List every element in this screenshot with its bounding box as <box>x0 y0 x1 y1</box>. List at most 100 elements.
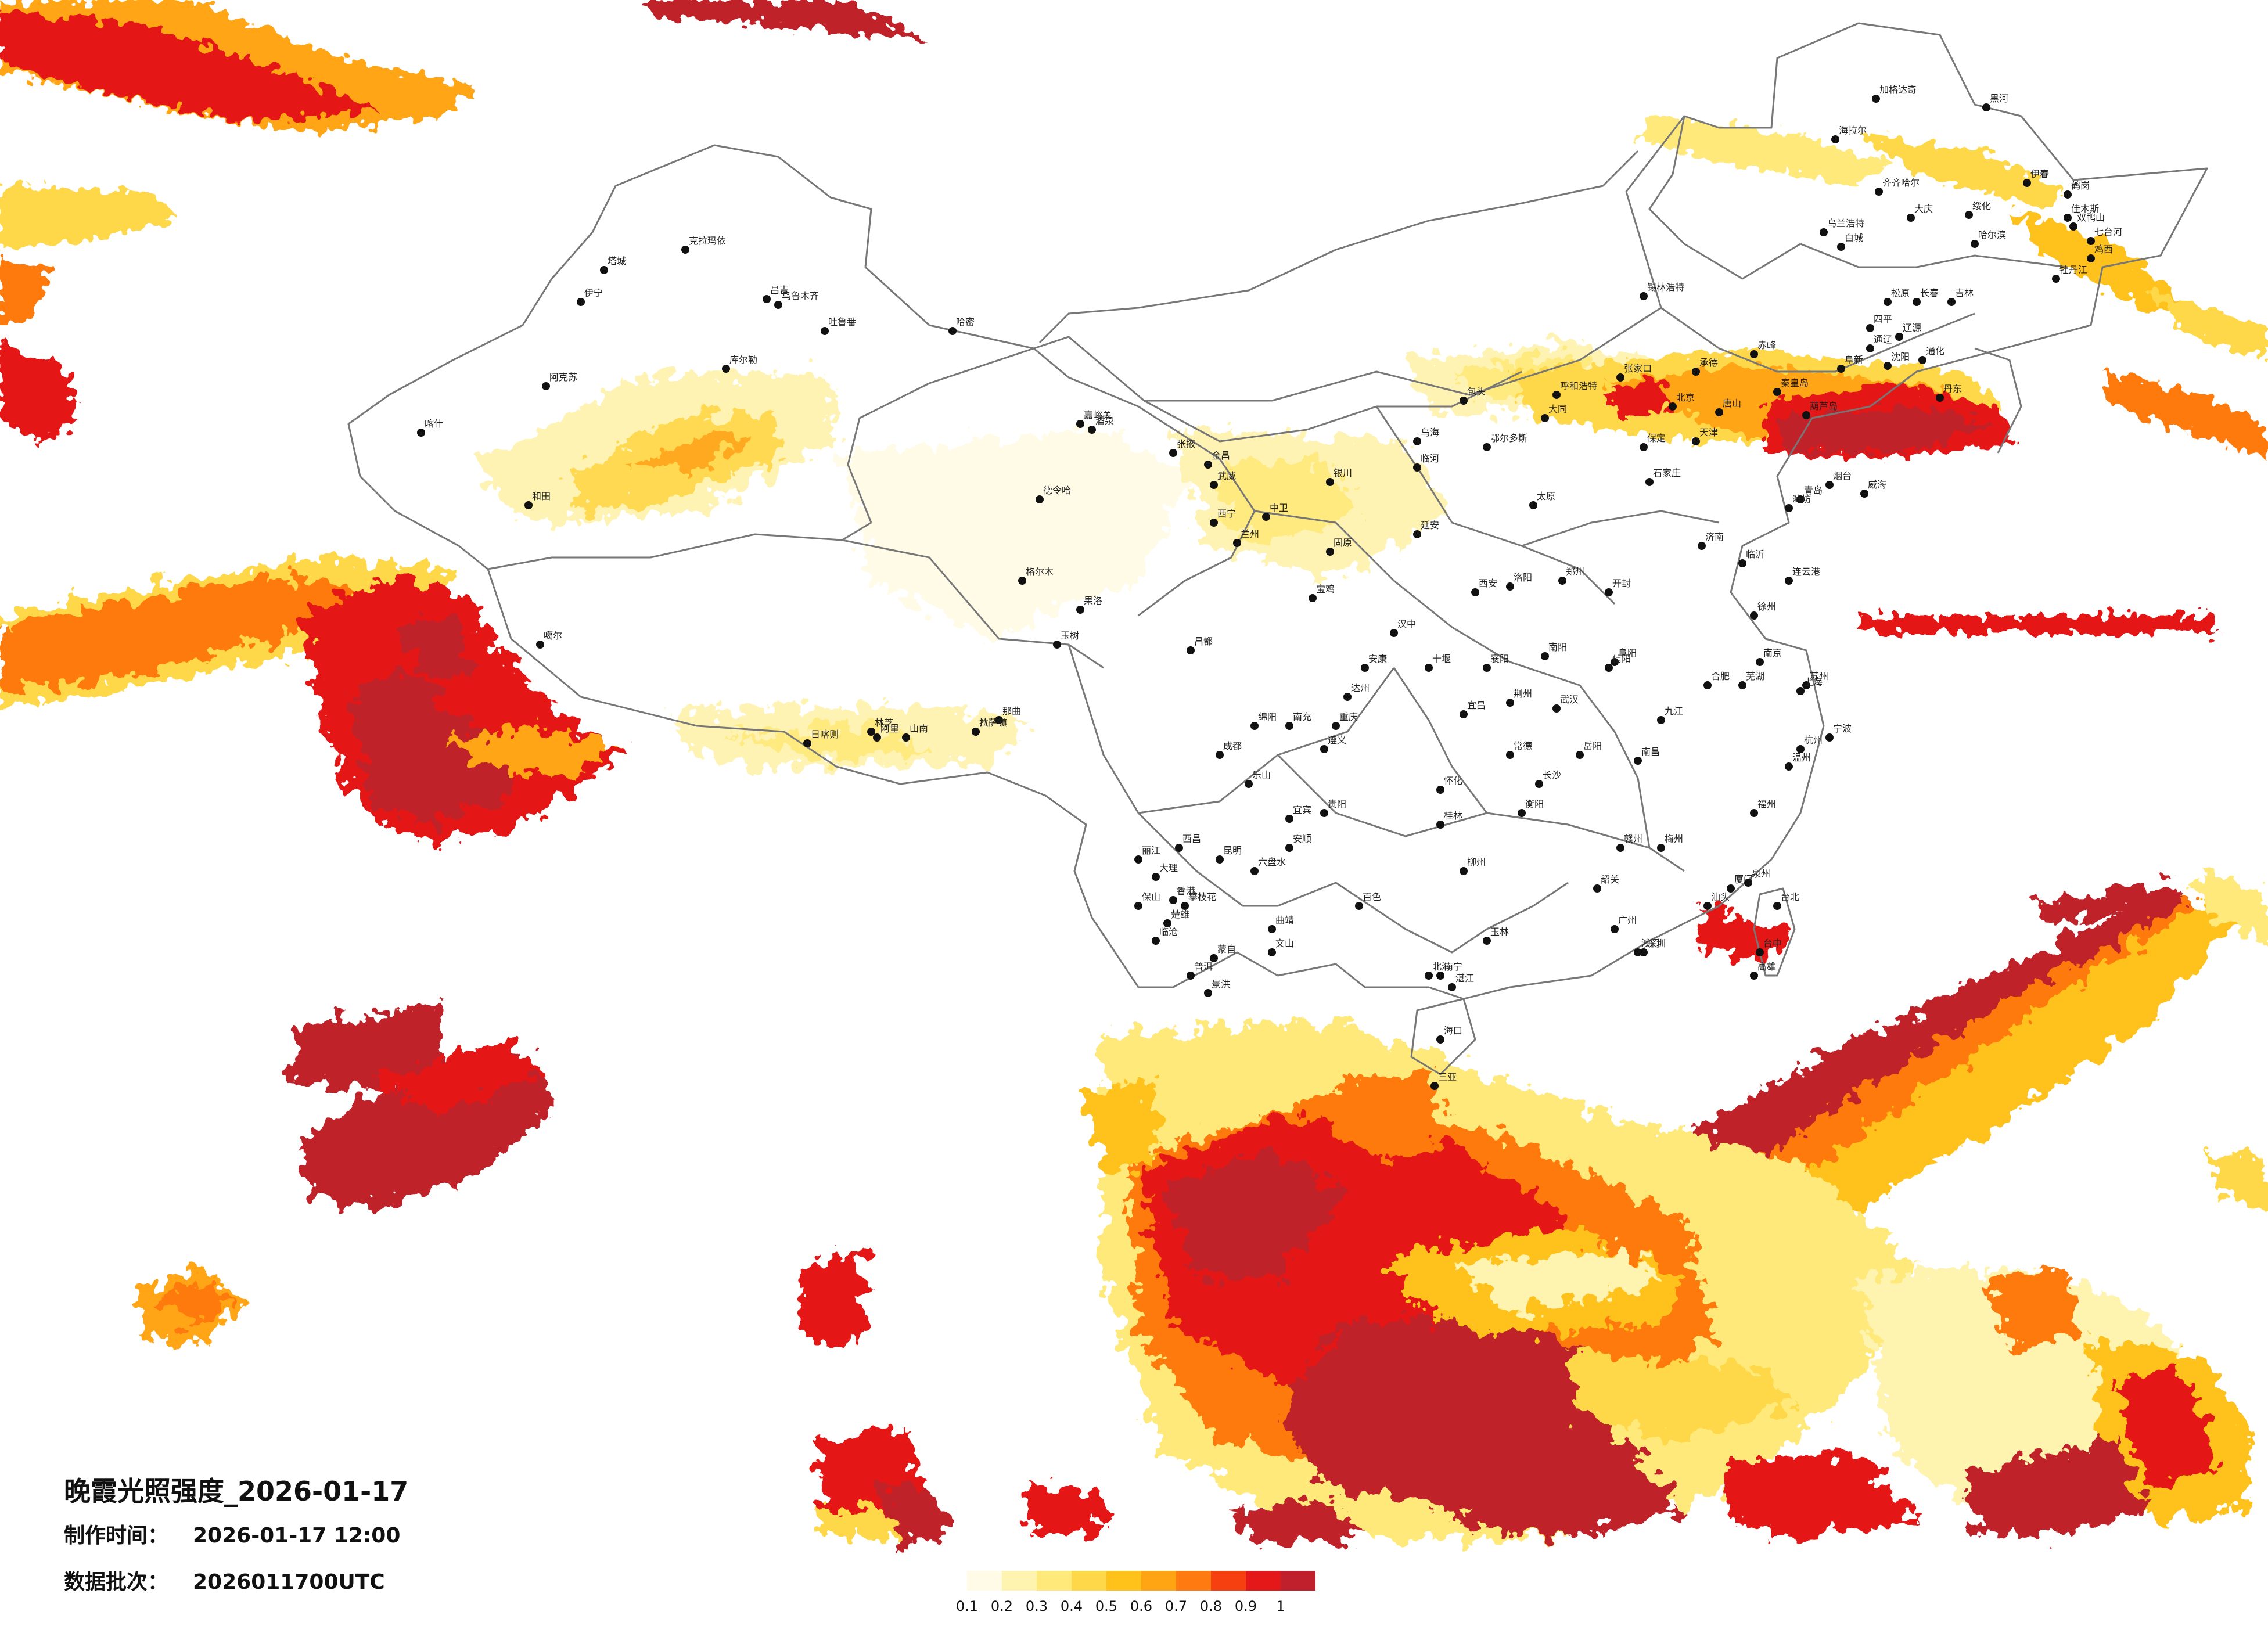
glow-area <box>163 1278 232 1330</box>
city-dot <box>1913 298 1921 306</box>
city-dot <box>1216 855 1224 864</box>
city-dot <box>1715 408 1723 416</box>
city-label: 九江 <box>1665 706 1683 717</box>
city-label: 兰州 <box>1241 528 1259 539</box>
city-dot <box>1361 664 1369 672</box>
city-label: 噶尔 <box>544 630 562 641</box>
city-dot <box>1866 324 1874 332</box>
city-label: 大同 <box>1548 404 1567 415</box>
city-label: 沈阳 <box>1891 351 1910 362</box>
city-dot <box>2087 254 2095 262</box>
glow-area <box>0 343 81 441</box>
city-dot <box>1506 751 1514 759</box>
city-label: 百色 <box>1363 891 1381 902</box>
city-label: 长沙 <box>1543 769 1561 780</box>
city-label: 昌都 <box>1194 636 1213 647</box>
city-label: 西昌 <box>1182 833 1201 844</box>
city-dot <box>1053 641 1061 649</box>
city-label: 信阳 <box>1612 653 1631 664</box>
glow-area <box>2149 290 2265 360</box>
city-dot <box>536 641 544 649</box>
city-dot <box>1541 414 1549 422</box>
glow-area <box>1859 616 2219 633</box>
city-label: 衡阳 <box>1525 798 1544 810</box>
city-dot <box>1204 989 1212 997</box>
city-dot <box>1640 948 1648 956</box>
glow-area <box>2033 883 2184 923</box>
glow-area <box>1080 1080 1162 1173</box>
city-label: 林芝 <box>875 717 893 728</box>
city-dot <box>948 327 957 335</box>
city-label: 贵阳 <box>1328 798 1346 810</box>
border-jiangxi <box>1579 685 1685 872</box>
city-label: 威海 <box>1868 479 1886 490</box>
made-time-value: 2026-01-17 12:00 <box>193 1524 401 1548</box>
city-dot <box>1181 902 1189 910</box>
city-label: 七台河 <box>2094 226 2122 238</box>
city-label: 南充 <box>1293 711 1311 722</box>
city-label: 鸡西 <box>2094 244 2113 255</box>
city-dot <box>417 429 425 437</box>
city-dot <box>1355 902 1363 910</box>
glow-area <box>1963 1440 2149 1539</box>
glow-area <box>0 575 360 691</box>
city-dot <box>1796 745 1805 753</box>
city-dot <box>1657 716 1665 724</box>
city-dot <box>1285 815 1293 823</box>
city-dot <box>1837 365 1845 373</box>
city-dot <box>1187 646 1195 654</box>
city-dot <box>1436 1035 1444 1044</box>
glow-area <box>1777 406 1998 453</box>
city-dot <box>1320 809 1328 817</box>
legend-tick-label: 0.3 <box>1025 1598 1048 1614</box>
city-label: 阜阳 <box>1618 647 1637 659</box>
city-dot <box>1483 664 1491 672</box>
glow-area <box>2102 372 2268 459</box>
city-label: 南京 <box>1763 647 1782 659</box>
city-dot <box>1436 821 1444 829</box>
city-label: 济南 <box>1705 531 1724 542</box>
glow-intensity-layer <box>0 0 2268 1545</box>
hainan-outline <box>1410 998 1476 1075</box>
city-dot <box>1773 388 1781 396</box>
city-label: 德令哈 <box>1043 485 1071 496</box>
city-dot <box>1947 298 1956 306</box>
city-label: 澳门 <box>1641 938 1660 949</box>
mongolia-outline <box>1038 150 1639 344</box>
city-label: 三亚 <box>1438 1071 1457 1082</box>
border-qinghai-tibet <box>842 539 1104 669</box>
city-label: 韶关 <box>1601 874 1619 885</box>
legend-swatch <box>1002 1571 1037 1591</box>
city-label: 金昌 <box>1212 450 1230 461</box>
city-dot <box>1518 809 1526 817</box>
city-label: 十堰 <box>1432 653 1451 664</box>
border-sichuan <box>1067 644 1395 814</box>
city-label: 葫芦岛 <box>1810 401 1838 412</box>
city-label: 绥化 <box>1972 200 1991 211</box>
city-dot <box>1233 539 1241 547</box>
city-label: 临沧 <box>1159 926 1178 937</box>
glow-area <box>627 430 749 470</box>
city-dot <box>2023 179 2031 187</box>
city-dot <box>1703 902 1712 910</box>
city-dot <box>1250 722 1259 730</box>
city-label: 文山 <box>1275 938 1294 949</box>
city-dot <box>1611 658 1619 666</box>
city-dot <box>867 728 875 736</box>
glow-area <box>1696 906 1789 964</box>
city-dot <box>763 295 771 303</box>
city-label: 宜昌 <box>1467 700 1486 711</box>
city-dot <box>1552 704 1561 713</box>
city-dot <box>2064 190 2072 199</box>
glow-area <box>1568 1353 1800 1440</box>
city-dot <box>1268 948 1276 956</box>
city-label: 香港 <box>1177 886 1195 897</box>
city-dot <box>821 327 829 335</box>
city-dot <box>1216 751 1224 759</box>
city-label: 洛阳 <box>1514 572 1532 583</box>
city-label: 辽源 <box>1903 322 1921 333</box>
city-label: 石家庄 <box>1653 467 1681 479</box>
city-dot <box>1837 243 1845 251</box>
city-dot <box>1413 437 1421 445</box>
